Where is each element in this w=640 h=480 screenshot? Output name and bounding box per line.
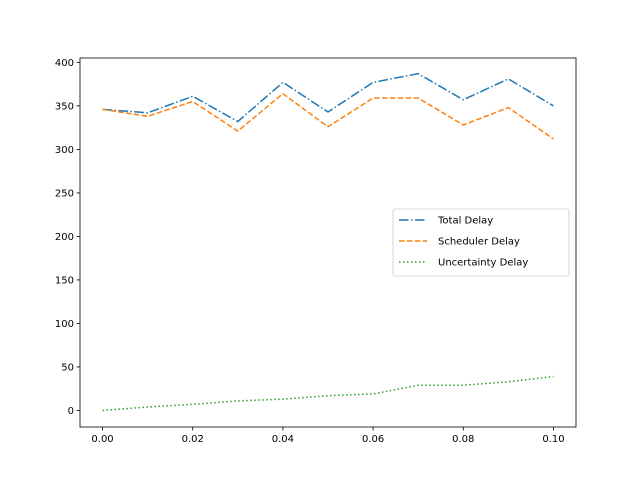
legend-label: Uncertainty Delay	[438, 258, 528, 269]
legend-label: Total Delay	[437, 216, 493, 227]
y-tick-label: 100	[55, 319, 74, 330]
y-tick-label: 400	[55, 58, 74, 69]
y-tick-label: 300	[55, 145, 74, 156]
x-axis: 0.00 0.02 0.04 0.06 0.08 0.10	[91, 427, 565, 445]
legend-box	[392, 208, 570, 277]
x-tick-label: 0.04	[272, 434, 294, 445]
series-layer	[102, 72, 554, 412]
x-tick-label: 0.02	[182, 434, 204, 445]
legend: Total Delay Scheduler Delay Uncertainty De…	[392, 208, 570, 277]
y-axis: 0 50 100 150 200 250 300 350 400	[55, 58, 80, 417]
x-tick-label: 0.06	[362, 434, 384, 445]
series-line-total-delay	[102, 72, 554, 123]
y-tick-label: 150	[55, 275, 74, 286]
y-tick-label: 50	[61, 362, 74, 373]
y-tick-label: 0	[68, 406, 74, 417]
y-tick-label: 200	[55, 232, 74, 243]
x-tick-label: 0.10	[542, 434, 564, 445]
series-line-uncertainty-delay	[102, 375, 554, 412]
x-tick-label: 0.00	[91, 434, 113, 445]
legend-label: Scheduler Delay	[438, 237, 520, 248]
plot-frame	[79, 57, 577, 428]
y-tick-label: 250	[55, 188, 74, 199]
x-tick-label: 0.08	[452, 434, 474, 445]
series-line-scheduler-delay	[102, 92, 554, 140]
y-tick-label: 350	[55, 101, 74, 112]
